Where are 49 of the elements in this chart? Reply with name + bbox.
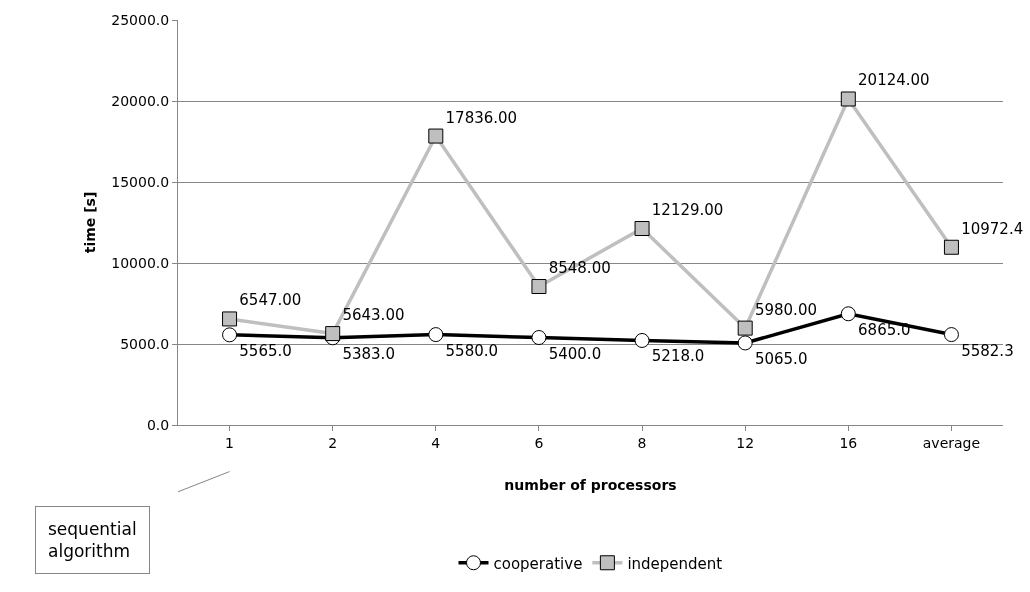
point bbox=[428, 128, 444, 144]
point bbox=[325, 326, 341, 342]
data-label: 17836.00 bbox=[445, 108, 518, 127]
x-tick-label: 6 bbox=[534, 434, 544, 451]
data-label: 5218.0 bbox=[651, 347, 705, 366]
point bbox=[428, 327, 444, 343]
x-tick-label: average bbox=[922, 434, 981, 451]
y-tick-label: 25000.0 bbox=[111, 11, 170, 28]
point bbox=[737, 335, 753, 351]
point bbox=[531, 279, 547, 295]
point bbox=[531, 330, 547, 346]
data-label: 5980.00 bbox=[754, 300, 817, 319]
x-tick-label: 4 bbox=[431, 434, 441, 451]
data-label: 5580.0 bbox=[445, 341, 499, 360]
x-tick-label: 12 bbox=[736, 434, 755, 451]
point bbox=[737, 320, 753, 336]
data-label: 12129.00 bbox=[651, 201, 724, 220]
data-label: 5383.0 bbox=[342, 344, 395, 363]
legend-label: independent bbox=[627, 554, 723, 573]
point bbox=[840, 306, 856, 322]
legend-label: cooperative bbox=[493, 554, 583, 573]
x-axis-title: number of processors bbox=[504, 477, 677, 494]
point bbox=[943, 239, 959, 255]
data-label: 20124.00 bbox=[858, 71, 930, 90]
point bbox=[943, 327, 959, 343]
data-label: 5565.0 bbox=[239, 341, 292, 360]
x-tick-label: 1 bbox=[225, 434, 235, 451]
data-label: 5643.00 bbox=[342, 306, 405, 325]
x-tick-label: 2 bbox=[328, 434, 338, 451]
point bbox=[222, 327, 238, 343]
y-axis-title: time [s] bbox=[81, 191, 98, 254]
point bbox=[634, 332, 650, 348]
y-tick-label: 0.0 bbox=[146, 416, 170, 433]
data-label: 5582.3 bbox=[961, 341, 1014, 360]
point bbox=[222, 311, 238, 327]
x-tick-label: 8 bbox=[637, 434, 647, 451]
y-tick-label: 20000.0 bbox=[111, 92, 170, 109]
data-label: 5400.0 bbox=[548, 344, 602, 363]
point bbox=[634, 221, 650, 237]
data-label: 10972.4 bbox=[961, 219, 1024, 238]
data-label: 5065.0 bbox=[754, 349, 808, 368]
point bbox=[840, 91, 856, 107]
y-tick-label: 5000.0 bbox=[120, 335, 170, 352]
x-tick-label: 16 bbox=[839, 434, 858, 451]
data-label: 8548.00 bbox=[548, 259, 611, 278]
y-tick-label: 15000.0 bbox=[111, 173, 170, 190]
data-label: 6547.00 bbox=[239, 291, 302, 310]
y-tick-label: 10000.0 bbox=[111, 254, 170, 271]
text: sequential algorithm bbox=[48, 519, 137, 562]
